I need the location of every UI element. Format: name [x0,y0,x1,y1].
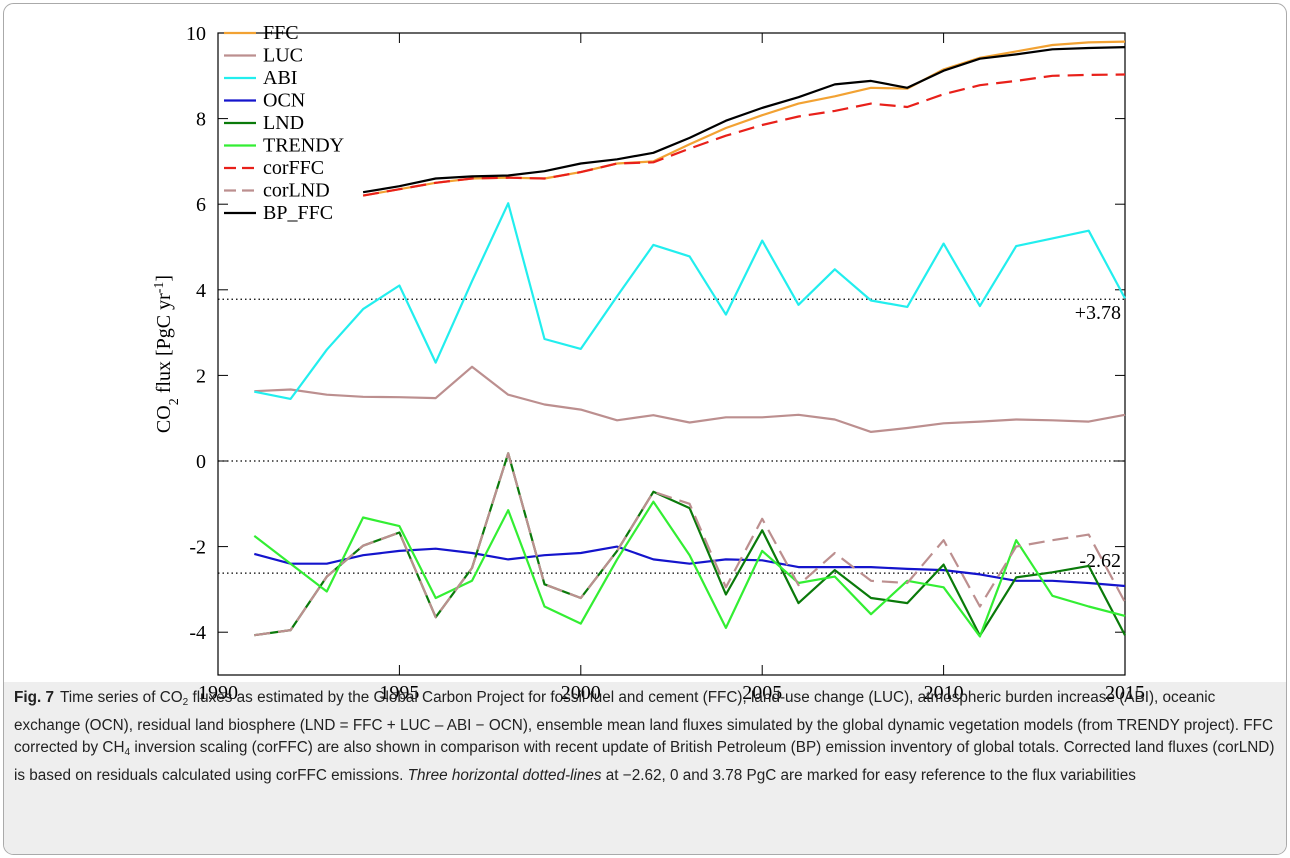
caption-text: fluxes as estimated by the Global Carbon… [14,689,1273,757]
legend-label: LUC [263,45,303,67]
caption-text: at −2.62, 0 and 3.78 PgC are marked for … [601,766,1136,784]
caption-label: Fig. 7 [14,689,54,706]
legend-label: ABI [263,67,297,89]
series-line [254,365,1126,433]
legend-label: BP_FFC [263,202,333,224]
x-tick-label: 1995 [379,682,419,704]
y-axis-label: CO2 flux [PgC yr-1] [152,275,182,433]
reference-label: +3.78 [1075,302,1121,324]
series-line [362,46,1126,194]
y-tick-label: 4 [196,280,206,302]
series-line [253,500,1126,638]
x-tick-label: 2010 [924,682,964,704]
caption-text: Time series of CO [59,689,183,706]
y-axis-label-part: flux [PgC yr [153,293,175,398]
caption-subscript: 4 [124,747,131,759]
x-tick-label: 2005 [742,682,782,704]
caption-italic: Three horizontal dotted-lines [407,766,602,784]
caption-background [4,682,1286,854]
legend-label: corLND [263,180,330,202]
y-tick-label: 0 [196,451,206,473]
legend-label: OCN [263,90,305,112]
y-tick-label: -2 [189,537,206,559]
y-axis-label-part: 2 [167,398,182,405]
legend-label: TRENDY [263,135,344,157]
plot-frame [217,32,1126,676]
x-tick-label: 2015 [1105,682,1145,704]
series-line [254,452,1126,637]
legend-label: LND [263,112,304,134]
y-tick-label: 2 [196,365,206,387]
y-axis-label-part: -1 [152,282,167,294]
reference-label: -2.62 [1079,550,1121,572]
caption: Fig. 7 Time series of CO2 fluxes as estim… [14,687,1276,787]
y-tick-label: 8 [196,109,206,131]
y-tick-label: 10 [186,23,206,45]
caption-text: inversion scaling (corFFC) are also show… [14,739,1275,784]
x-tick-label: 1990 [198,682,238,704]
y-axis-label-part: ] [153,275,175,282]
y-tick-label: 6 [196,194,206,216]
series-line [362,73,1126,197]
caption-subscript: 2 [182,697,189,708]
series-line [254,545,1126,588]
y-axis-label-part: CO [153,405,175,433]
series-line [254,202,1126,400]
x-tick-label: 2000 [561,682,601,704]
figure-frame [3,3,1287,855]
legend-label: corFFC [263,157,324,179]
legend-label: FFC [263,22,299,44]
y-tick-label: -4 [189,622,206,644]
